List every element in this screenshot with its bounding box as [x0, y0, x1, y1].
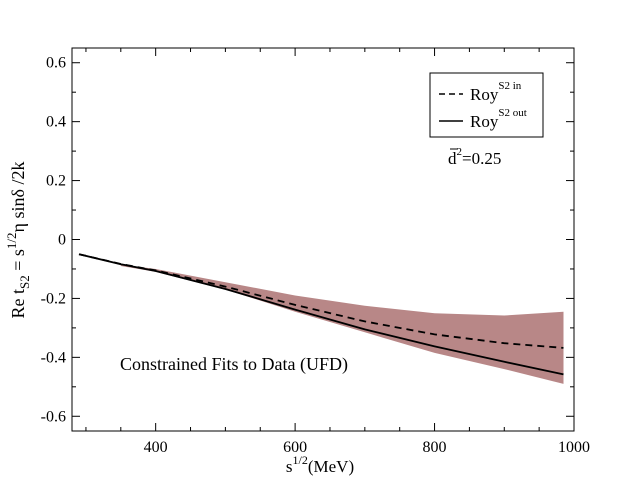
x-tick-label-400: 400	[144, 439, 168, 456]
legend-roy-out-sup: S2 out	[498, 107, 526, 119]
legend-roy-in-base: Roy	[470, 85, 499, 104]
param-annotation: d2=0.25	[448, 146, 501, 168]
band-layer	[120, 264, 564, 384]
y-axis-title-part3: η sinδ /2k	[8, 162, 28, 233]
legend-box	[429, 72, 544, 138]
legend-label-roy-out: RoyS2 out	[470, 107, 527, 131]
band-label: Constrained Fits to Data (UFD)	[120, 354, 348, 375]
y-tick-label: 0	[58, 232, 66, 249]
y-tick-label: 0.2	[46, 173, 66, 190]
x-tick-label-1000: 1000	[558, 439, 590, 456]
y-axis-title-part1: Re t	[8, 289, 28, 319]
legend-roy-in-sup: S2 in	[498, 80, 521, 92]
param-rest: =0.25	[462, 149, 501, 168]
y-tick-label: -0.6	[41, 408, 66, 425]
y-tick-label: -0.2	[41, 290, 66, 307]
series-roy-s2-out	[78, 253, 564, 376]
y-axis-title-sup: 1/2	[4, 232, 19, 249]
x-tick-label-600: 600	[283, 439, 307, 456]
ufd-band	[120, 264, 564, 384]
legend-roy-out-base: Roy	[470, 112, 499, 131]
x-axis-title-base: s	[286, 457, 293, 476]
series-layer	[78, 253, 564, 376]
tick-layer: 400 600 800 1000 0.6 0.4 0.2 0 -0.2 -0.4 -0.6	[41, 48, 590, 456]
y-tick-label: 0.4	[46, 114, 66, 131]
y-axis-title: Re tS2 = s1/2η sinδ /2k	[4, 162, 32, 319]
x-tick-label-800: 800	[423, 439, 447, 456]
x-axis-title-sup: 1/2	[293, 453, 308, 467]
y-axis-title-sub: S2	[17, 275, 32, 289]
legend-label-roy-in: RoyS2 in	[470, 80, 522, 104]
y-tick-label: 0.6	[46, 55, 66, 72]
x-axis-title-rest: (MeV)	[308, 457, 354, 476]
x-axis-title: s1/2(MeV)	[286, 453, 354, 476]
param-base: d	[448, 149, 457, 168]
y-axis-title-part2: = s	[8, 249, 28, 275]
y-tick-label: -0.4	[41, 349, 66, 366]
legend: RoyS2 in RoyS2 out	[429, 72, 544, 138]
param-sup: 2	[457, 146, 463, 158]
